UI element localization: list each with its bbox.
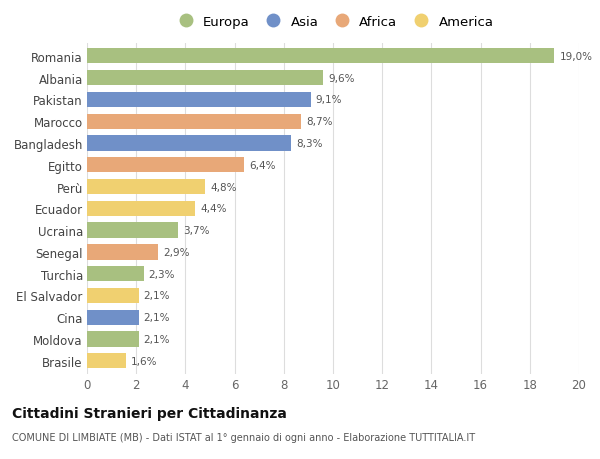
Text: 6,4%: 6,4% (250, 160, 276, 170)
Text: COMUNE DI LIMBIATE (MB) - Dati ISTAT al 1° gennaio di ogni anno - Elaborazione T: COMUNE DI LIMBIATE (MB) - Dati ISTAT al … (12, 432, 475, 442)
Text: 8,3%: 8,3% (296, 139, 323, 149)
Text: Cittadini Stranieri per Cittadinanza: Cittadini Stranieri per Cittadinanza (12, 406, 287, 420)
Bar (87, 288, 139, 303)
Text: 9,6%: 9,6% (328, 73, 355, 84)
Text: 2,1%: 2,1% (143, 313, 170, 323)
Text: 2,3%: 2,3% (149, 269, 175, 279)
Text: 8,7%: 8,7% (306, 117, 332, 127)
Text: 9,1%: 9,1% (316, 95, 342, 105)
Bar (87, 223, 178, 238)
Bar (87, 267, 143, 282)
Bar (87, 245, 158, 260)
Text: 2,1%: 2,1% (143, 291, 170, 301)
Text: 2,9%: 2,9% (163, 247, 190, 257)
Bar (87, 158, 244, 173)
Text: 2,1%: 2,1% (143, 334, 170, 344)
Bar (87, 201, 195, 217)
Bar (87, 71, 323, 86)
Bar (87, 332, 139, 347)
Text: 4,4%: 4,4% (200, 204, 227, 214)
Text: 1,6%: 1,6% (131, 356, 158, 366)
Bar (87, 179, 205, 195)
Text: 19,0%: 19,0% (559, 52, 592, 62)
Bar (87, 353, 127, 369)
Bar (87, 114, 301, 129)
Legend: Europa, Asia, Africa, America: Europa, Asia, Africa, America (167, 10, 499, 34)
Bar (87, 136, 291, 151)
Text: 3,7%: 3,7% (183, 225, 209, 235)
Text: 4,8%: 4,8% (210, 182, 236, 192)
Bar (87, 93, 311, 108)
Bar (87, 49, 554, 64)
Bar (87, 310, 139, 325)
